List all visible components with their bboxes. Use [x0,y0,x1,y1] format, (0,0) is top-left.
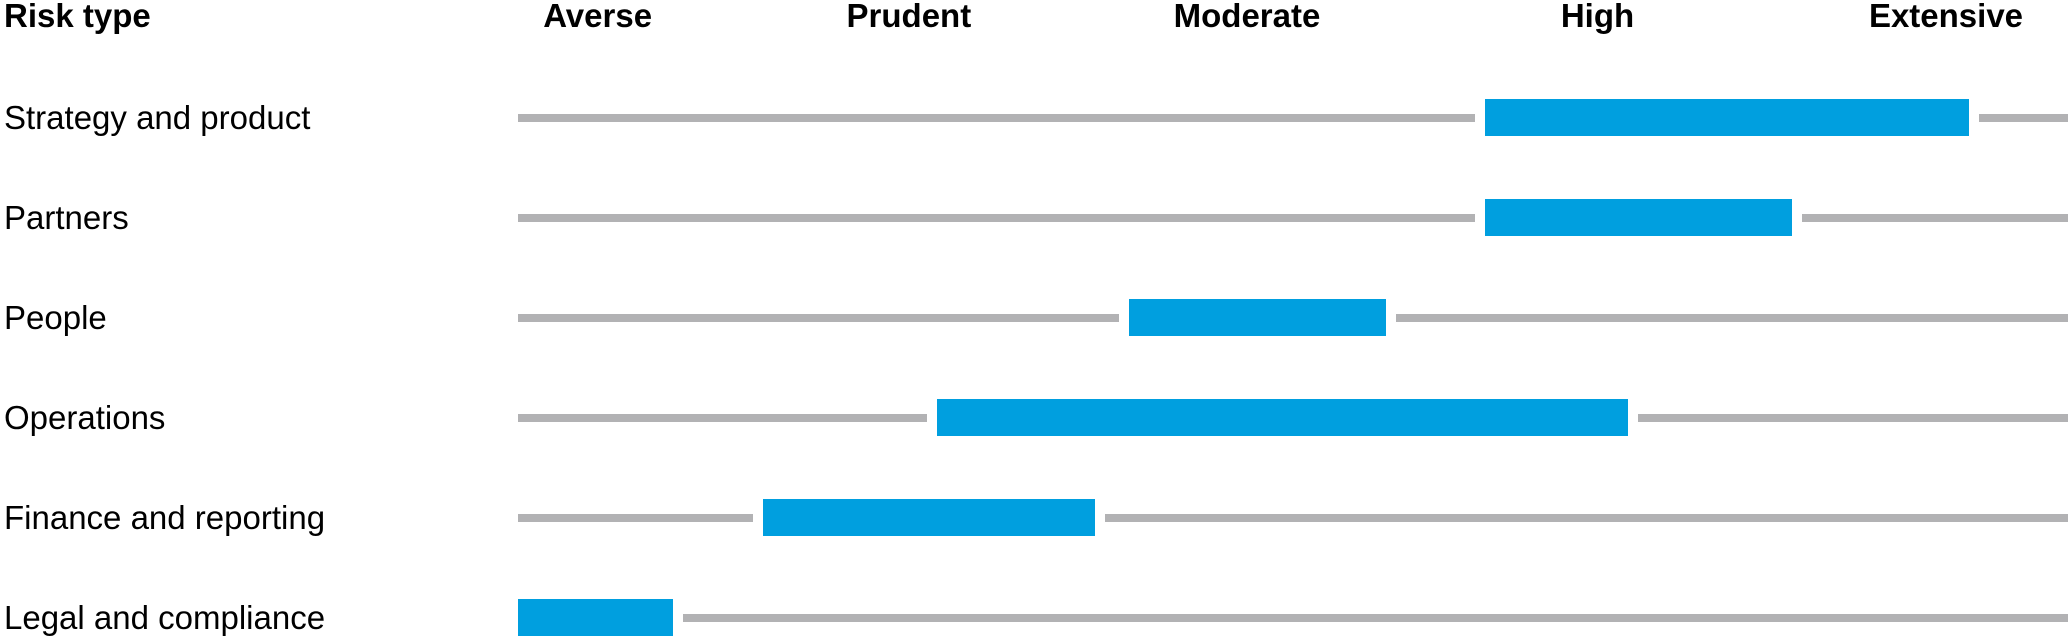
risk-range-bar [1128,299,1386,336]
risk-scale-track [518,113,2068,122]
risk-type-column-header: Risk type [4,0,151,34]
column-header-moderate: Moderate [1173,0,1321,34]
row-label: Partners [4,198,129,236]
column-header-prudent: Prudent [846,0,972,34]
row-label: Operations [4,398,166,436]
risk-range-bar [936,399,1628,436]
risk-scale-track [518,613,2068,622]
risk-scale-track [518,213,2068,222]
risk-range-bar [762,499,1095,536]
column-header-extensive: Extensive [1868,0,2024,34]
row-label: Strategy and product [4,98,311,136]
row-label: Legal and compliance [4,598,326,636]
row-label: People [4,298,107,336]
risk-range-bar [518,599,673,636]
column-header-high: High [1560,0,1635,34]
column-header-averse: Averse [543,0,653,34]
row-label: Finance and reporting [4,498,326,536]
risk-scale-track [518,513,2068,522]
risk-range-bar [1485,199,1793,236]
risk-range-bar [1485,99,1969,136]
